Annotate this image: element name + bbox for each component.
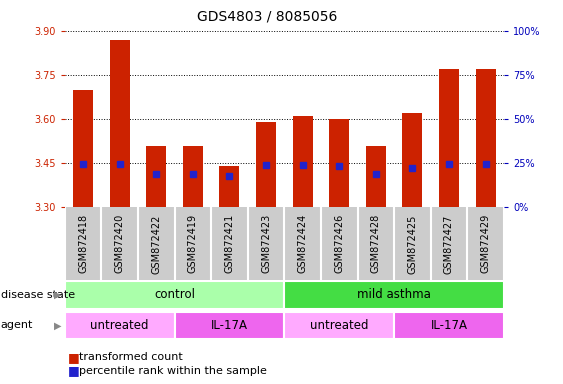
Text: GSM872427: GSM872427 <box>444 214 454 273</box>
Text: GSM872420: GSM872420 <box>115 214 124 273</box>
Bar <box>366 146 386 207</box>
Text: GSM872426: GSM872426 <box>334 214 344 273</box>
Bar <box>73 89 93 207</box>
Bar <box>284 312 394 339</box>
Text: ▶: ▶ <box>55 290 62 300</box>
Bar <box>220 166 239 207</box>
Bar <box>65 312 175 339</box>
Text: untreated: untreated <box>310 319 368 332</box>
Bar <box>394 312 504 339</box>
Text: GSM872421: GSM872421 <box>225 214 234 273</box>
Bar <box>65 281 284 309</box>
Bar <box>284 281 504 309</box>
Text: GSM872423: GSM872423 <box>261 214 271 273</box>
Bar <box>293 116 312 207</box>
Bar <box>476 69 495 207</box>
Bar <box>256 122 276 207</box>
Text: ■: ■ <box>68 351 79 364</box>
Text: transformed count: transformed count <box>79 352 182 362</box>
Text: mild asthma: mild asthma <box>357 288 431 301</box>
Text: GSM872424: GSM872424 <box>298 214 307 273</box>
Text: agent: agent <box>1 320 33 331</box>
Text: ▶: ▶ <box>55 320 62 331</box>
Text: IL-17A: IL-17A <box>211 319 248 332</box>
Text: GSM872422: GSM872422 <box>151 214 161 273</box>
Bar <box>110 40 129 207</box>
Text: untreated: untreated <box>91 319 149 332</box>
Bar <box>403 113 422 207</box>
Text: GSM872418: GSM872418 <box>78 214 88 273</box>
Bar <box>329 119 349 207</box>
Text: GDS4803 / 8085056: GDS4803 / 8085056 <box>197 10 338 23</box>
Text: GSM872428: GSM872428 <box>371 214 381 273</box>
Text: disease state: disease state <box>1 290 75 300</box>
Bar <box>183 146 203 207</box>
Text: ■: ■ <box>68 364 79 377</box>
Text: GSM872425: GSM872425 <box>408 214 417 273</box>
Bar <box>146 146 166 207</box>
Text: GSM872419: GSM872419 <box>188 214 198 273</box>
Text: percentile rank within the sample: percentile rank within the sample <box>79 366 267 376</box>
Bar <box>175 312 284 339</box>
Text: GSM872429: GSM872429 <box>481 214 490 273</box>
Text: IL-17A: IL-17A <box>431 319 467 332</box>
Bar <box>439 69 459 207</box>
Text: control: control <box>154 288 195 301</box>
